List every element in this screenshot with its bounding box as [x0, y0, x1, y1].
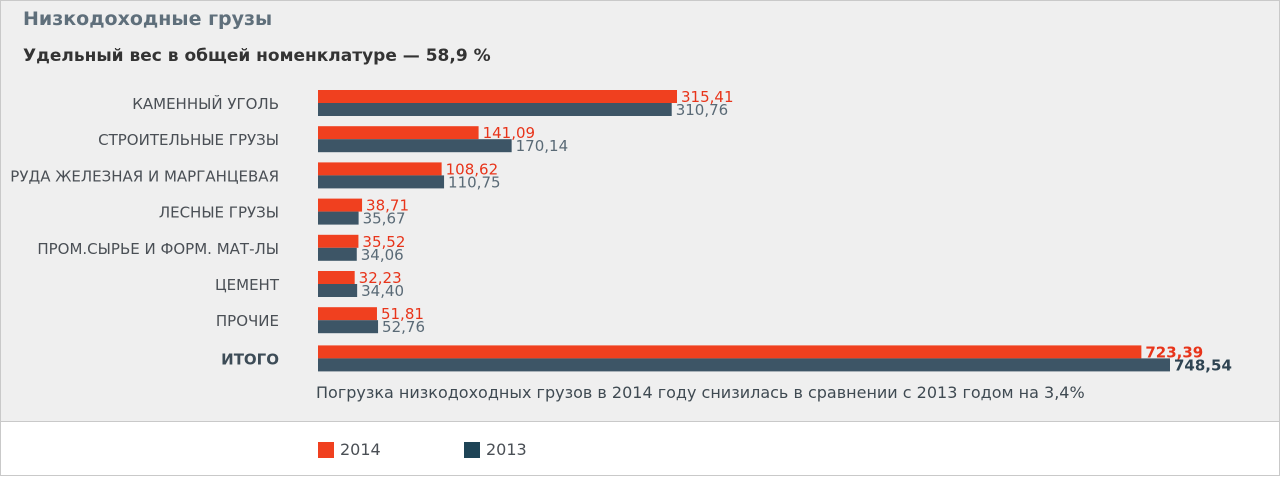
bar-2014	[318, 126, 479, 140]
value-label-2013: 110,75	[448, 173, 501, 191]
legend-swatch-2014	[318, 441, 334, 458]
value-label-2014: 38,71	[366, 197, 409, 215]
category-label: РУДА ЖЕЛЕЗНАЯ И МАРГАНЦЕВАЯ	[10, 167, 279, 185]
bar-2014	[318, 307, 377, 321]
category-label: СТРОИТЕЛЬНЫЕ ГРУЗЫ	[98, 131, 279, 149]
bar-2013	[318, 103, 672, 116]
category-label: ЛЕСНЫЕ ГРУЗЫ	[159, 204, 279, 222]
chart-note: Погрузка низкодоходных грузов в 2014 год…	[316, 383, 1085, 402]
value-label-2014: 32,23	[359, 269, 402, 287]
bar-2014	[318, 345, 1142, 359]
bar-2013	[318, 247, 357, 261]
value-label-2014: 723,39	[1145, 343, 1203, 361]
legend-item-2013: 2013	[464, 440, 527, 459]
value-label-2013: 310,76	[676, 101, 729, 119]
bar-2013	[318, 358, 1170, 372]
bar-2014	[318, 198, 363, 212]
category-label: ПРОМ.СЫРЬЕ И ФОРМ. МАТ-ЛЫ	[37, 240, 279, 258]
legend-label-2014: 2014	[340, 440, 381, 459]
value-label-2014: 35,52	[362, 233, 405, 251]
value-label-2013: 748,54	[1174, 356, 1232, 374]
value-label-2013: 170,14	[516, 137, 569, 155]
chart-subtitle: Удельный вес в общей номенклатуре — 58,9…	[23, 46, 491, 66]
bar-2013	[318, 211, 359, 225]
category-label: КАМЕННЫЙ УГОЛЬ	[132, 94, 279, 113]
chart-title: Низкодоходные грузы	[23, 8, 273, 30]
legend-label-2013: 2013	[486, 440, 527, 459]
category-label: ПРОЧИЕ	[216, 312, 279, 330]
bar-2013	[318, 175, 445, 189]
value-label-2014: 141,09	[483, 124, 535, 142]
value-label-2014: 315,41	[681, 88, 734, 106]
category-label: ЦЕМЕНТ	[215, 276, 280, 294]
legend-swatch-2013	[464, 441, 480, 458]
bar-2013	[318, 139, 512, 153]
bar-2014	[318, 90, 678, 103]
legend-item-2014: 2014	[318, 440, 381, 459]
value-label-2014: 108,62	[446, 160, 499, 178]
bar-2013	[318, 284, 358, 297]
value-label-2013: 34,40	[361, 282, 404, 300]
bar-2014	[318, 271, 355, 284]
value-label-2014: 51,81	[381, 305, 424, 323]
category-label: ИТОГО	[221, 350, 279, 368]
bar-2013	[318, 320, 379, 334]
value-label-2013: 34,06	[361, 246, 404, 264]
bar-2014	[318, 234, 359, 248]
bar-2014	[318, 162, 442, 176]
value-label-2013: 35,67	[363, 210, 406, 228]
legend-panel	[0, 422, 1280, 476]
value-label-2013: 52,76	[382, 318, 425, 336]
